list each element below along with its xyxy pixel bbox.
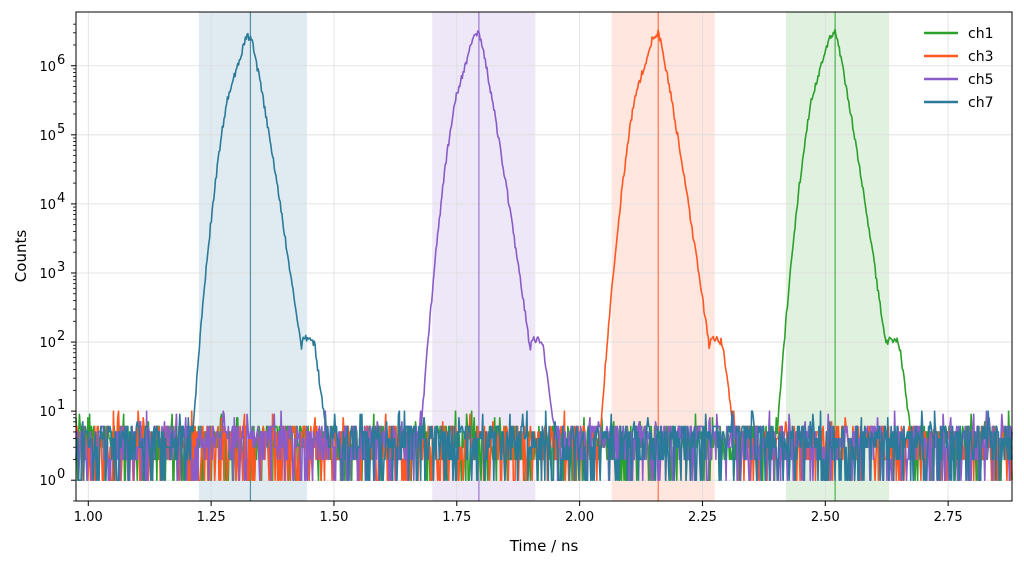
data-curves xyxy=(75,28,1013,482)
legend-label-ch5: ch5 xyxy=(968,72,993,88)
y-tick-exponent: 0 xyxy=(57,467,65,482)
y-tick-exponent: 6 xyxy=(57,53,65,68)
peak-markers xyxy=(249,12,836,501)
legend-label-ch1: ch1 xyxy=(968,26,993,42)
y-tick-exponent: 2 xyxy=(57,329,65,344)
y-tick-label: 10 xyxy=(39,129,56,144)
window-band-ch3 xyxy=(611,12,715,501)
x-tick-label: 1.75 xyxy=(442,510,471,525)
x-axis-ticks: 1.00 1.25 1.50 1.75 2.00 2.25 2.50 2.75 xyxy=(74,501,963,525)
legend-label-ch7: ch7 xyxy=(968,95,993,111)
x-tick-label: 2.25 xyxy=(688,510,717,525)
window-bands xyxy=(198,12,890,501)
x-tick-label: 1.50 xyxy=(319,510,348,525)
x-tick-label: 2.00 xyxy=(565,510,594,525)
y-tick-exponent: 1 xyxy=(57,398,65,413)
y-tick-exponent: 3 xyxy=(57,260,65,275)
window-band-ch5 xyxy=(432,12,536,501)
y-axis-label: Counts xyxy=(12,230,30,283)
curve-ch7 xyxy=(75,32,1013,482)
x-tick-label: 1.25 xyxy=(197,510,226,525)
y-tick-label: 10 xyxy=(39,198,56,213)
x-tick-label: 1.00 xyxy=(74,510,103,525)
window-band-ch1 xyxy=(785,12,890,501)
x-tick-label: 2.75 xyxy=(934,510,963,525)
plot-frame xyxy=(75,11,1013,502)
y-tick-label: 10 xyxy=(39,60,56,75)
window-band-ch7 xyxy=(198,12,307,501)
legend: ch1 ch3 ch5 ch7 xyxy=(924,26,993,111)
y-tick-exponent: 5 xyxy=(57,122,65,137)
y-tick-label: 10 xyxy=(39,474,56,489)
legend-label-ch3: ch3 xyxy=(968,49,993,65)
x-axis-label: Time / ns xyxy=(509,537,579,555)
y-tick-label: 10 xyxy=(39,336,56,351)
x-tick-label: 2.50 xyxy=(811,510,840,525)
plot-area xyxy=(75,11,1013,502)
y-tick-label: 10 xyxy=(39,267,56,282)
y-tick-exponent: 4 xyxy=(57,191,65,206)
y-tick-label: 10 xyxy=(39,405,56,420)
